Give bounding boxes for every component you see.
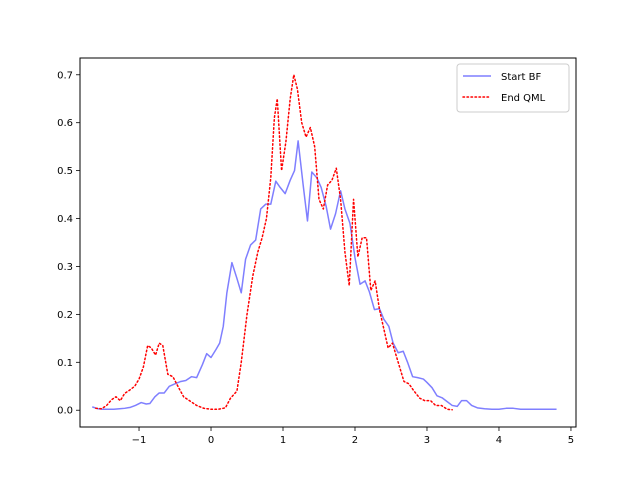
y-axis: 0.0 0.1 0.2 0.3 0.4 0.5 0.6 0.7 <box>57 70 80 417</box>
x-tick-label: 1 <box>280 435 286 446</box>
plot-lines <box>92 74 557 411</box>
x-tick-label: −1 <box>132 435 147 446</box>
x-tick-label: 4 <box>496 435 502 446</box>
x-tick-label: 3 <box>424 435 430 446</box>
y-tick-label: 0.6 <box>57 118 73 129</box>
x-tick-label: 5 <box>568 435 574 446</box>
plot-frame <box>79 57 577 428</box>
legend-label-2: End QML <box>501 93 546 104</box>
series-line-1 <box>92 140 557 411</box>
series-line-2 <box>95 74 453 411</box>
legend: Start BF End QML <box>456 63 570 113</box>
x-tick-label: 0 <box>208 435 214 446</box>
x-axis: −1 0 1 2 3 4 5 <box>132 427 574 446</box>
y-tick-label: 0.2 <box>57 310 73 321</box>
y-tick-label: 0.1 <box>57 358 73 369</box>
y-tick-label: 0.4 <box>57 214 73 225</box>
y-tick-label: 0.0 <box>57 406 73 417</box>
y-tick-label: 0.7 <box>57 70 73 81</box>
x-tick-label: 2 <box>352 435 358 446</box>
y-tick-label: 0.5 <box>57 166 73 177</box>
y-tick-label: 0.3 <box>57 262 73 273</box>
legend-label-1: Start BF <box>501 72 541 83</box>
